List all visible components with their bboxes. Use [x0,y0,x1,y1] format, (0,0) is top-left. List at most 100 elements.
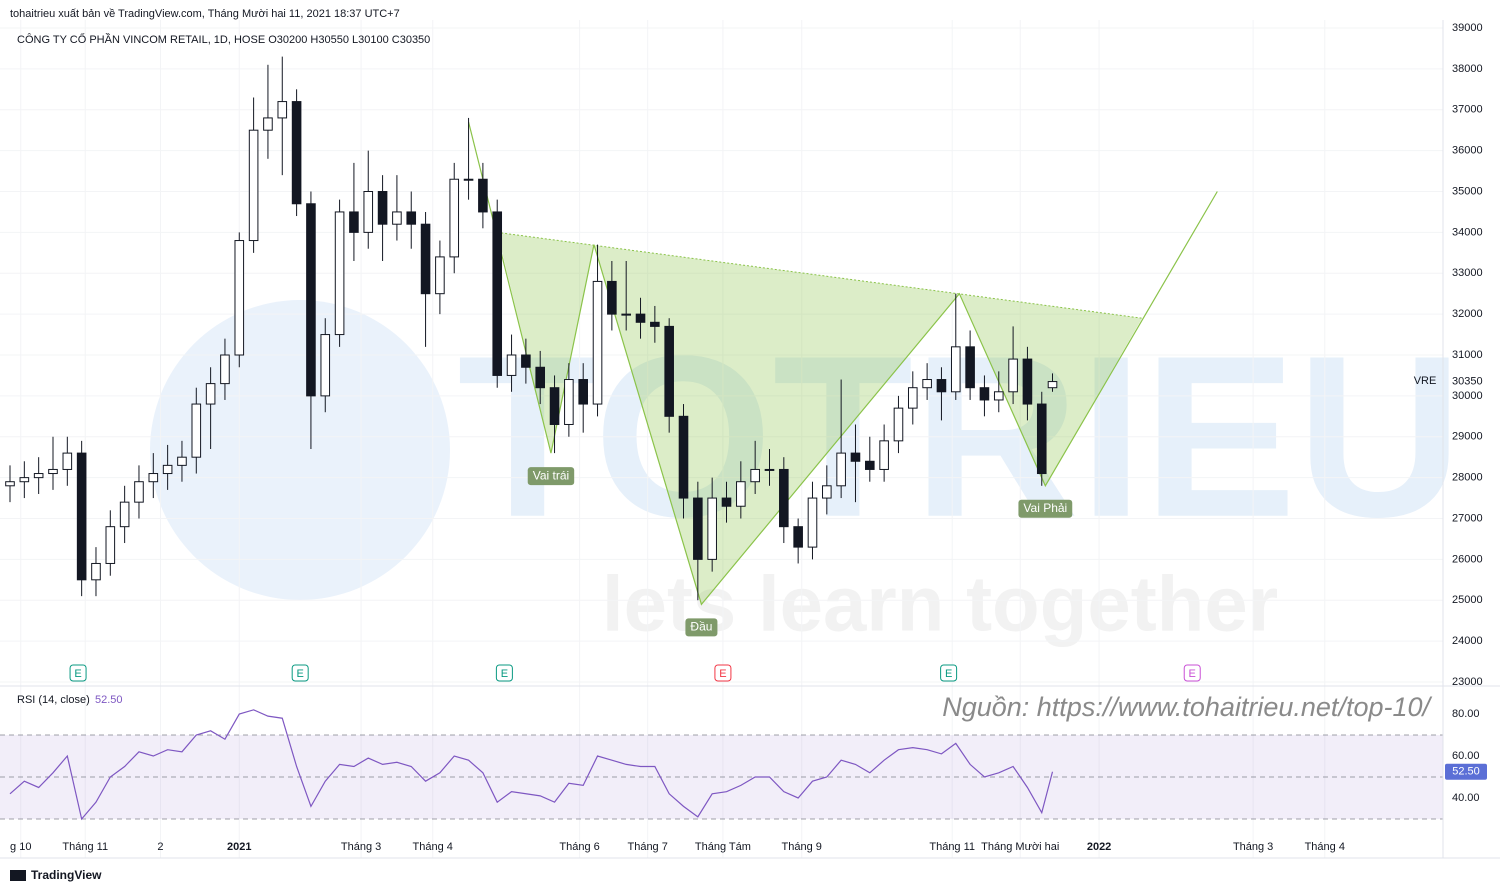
y-tick-label: 32000 [1452,308,1483,320]
neckline [497,231,1143,319]
candle-body [1036,403,1047,475]
candle-body [879,440,889,470]
earnings-marker[interactable] [495,664,513,682]
earnings-marker[interactable] [69,664,87,682]
y-tick-label: 26000 [1452,553,1483,565]
publish-info: tohaitrieu xuất bản về TradingView.com, … [10,8,400,20]
candle-body [291,101,302,205]
candle-body [779,468,789,528]
candle-body [363,191,374,233]
y-tick-label: 28000 [1452,472,1483,484]
x-tick-label: 2 [157,841,163,853]
candle-body [521,354,531,368]
candle-body [435,256,445,295]
source-note: Nguồn: https://www.tohaitrieu.net/top-10… [942,692,1432,722]
candle-body [148,473,159,483]
candle-body [162,464,173,475]
candle-body [234,240,245,356]
x-tick-label: 2021 [227,841,251,853]
candle-body [535,366,546,389]
candle-body [306,203,316,397]
x-tick-label: Tháng 6 [559,841,599,853]
earnings-label: E [74,668,81,680]
candle-body [764,468,775,471]
y-tick-label: 40.00 [1452,792,1480,804]
candle-body [907,387,918,409]
candle-body [822,485,832,499]
x-tick-label: Tháng 9 [782,841,822,853]
pattern-label-box [527,467,575,486]
candle-body [607,280,617,315]
candle-body [406,211,417,225]
earnings-label: E [297,668,304,680]
x-tick-label: Tháng 7 [627,841,667,853]
candle-body [19,477,30,483]
rsi-value: 52.50 [95,694,123,706]
earnings-label: E [501,668,508,680]
candle-body [979,387,990,401]
pattern-label: Đầu [690,620,712,634]
candle-body [650,321,660,327]
rsi-last-box [1445,763,1487,780]
price-pane: 23000 24000 25000 26000 27000 28000 29000 30000… [0,20,1483,858]
candle-body [664,325,674,417]
candle-body [578,379,588,405]
candle-body [205,383,216,405]
footer-brand: TradingView [31,868,102,882]
pattern-label: Vai Phải [1023,501,1067,515]
candle-body [5,481,15,487]
candle-body [549,387,560,425]
rsi-line [9,709,1054,821]
y-tick-label: 29000 [1452,431,1483,443]
earnings-marker[interactable] [1183,664,1201,682]
candle-body [621,313,631,316]
candle-body [592,280,603,405]
y-tick-label: 34000 [1452,226,1483,238]
candle-body [950,346,961,393]
symbol-info: CÔNG TY CỔ PHẦN VINCOM RETAIL, 1D, HOSE … [17,33,430,46]
candle-body [449,178,460,258]
pattern-label-box [1018,499,1073,518]
x-tick-label: Tháng 4 [413,841,453,853]
y-tick-label: 24000 [1452,635,1483,647]
last-price-label: 30350 [1452,375,1483,387]
candle-body [750,468,760,483]
candle-body [277,101,288,119]
candle-body [349,211,359,233]
candle-body [91,562,101,581]
earnings-marker[interactable] [940,664,958,682]
rsi-last-label: 52.50 [1452,766,1480,778]
candle-body [33,473,44,479]
candle-body [248,129,259,242]
candle-body [177,456,187,466]
pattern-label: Vai trái [533,468,569,482]
x-tick-label: Tháng 11 [929,841,975,853]
candle-body [1008,358,1018,393]
earnings-marker[interactable] [714,664,732,682]
candle-body [76,452,87,581]
y-tick-label: 60.00 [1452,750,1480,762]
candle-body [850,452,861,462]
candle-body [693,497,703,560]
ticker-label: VRE [1414,375,1437,387]
x-tick-label: Tháng 4 [1305,841,1345,853]
candle-body [62,452,73,470]
earnings-marker[interactable] [291,664,309,682]
rsi-title: RSI (14, close) [17,694,90,706]
candle-body [721,497,732,507]
candle-body [678,415,689,499]
x-tick-label: Tháng 11 [62,841,108,853]
candle-body [936,379,947,393]
candle-body [922,379,932,389]
candle-body [1047,381,1058,389]
candle-body [492,211,503,376]
footer-logo [10,870,26,881]
candle-body [893,407,904,442]
y-tick-label: 31000 [1452,349,1483,361]
candle-body [865,460,875,470]
candle-body [320,334,331,397]
candle-body [392,211,402,225]
x-tick-label: 2022 [1087,841,1111,853]
y-tick-label: 27000 [1452,512,1483,524]
